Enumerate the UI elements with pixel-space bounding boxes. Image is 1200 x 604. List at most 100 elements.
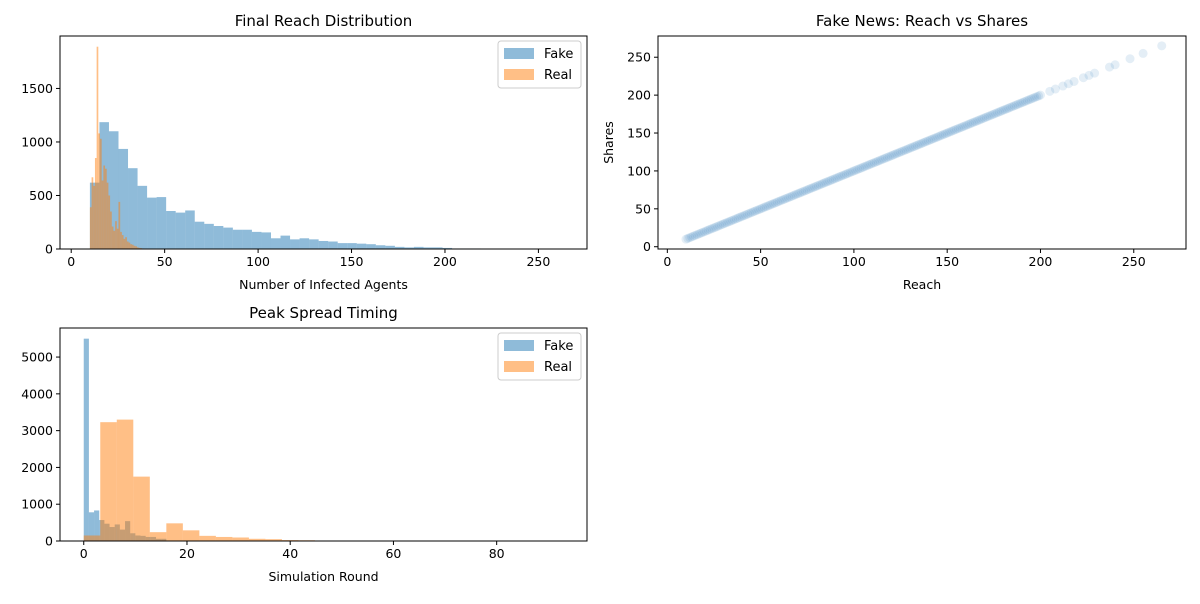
x-tick-label: 50 bbox=[157, 254, 173, 269]
real-bar bbox=[98, 133, 100, 249]
reach-x-label: Number of Infected Agents bbox=[239, 277, 408, 292]
real-bar bbox=[97, 47, 99, 249]
reach-legend-fake-swatch bbox=[504, 48, 534, 59]
real-bar bbox=[95, 158, 97, 249]
reach-fake-bars bbox=[90, 122, 481, 249]
real-bar bbox=[166, 523, 183, 541]
real-bar bbox=[232, 538, 249, 541]
peak-hist-title: Peak Spread Timing bbox=[249, 304, 398, 322]
fake-bar bbox=[300, 238, 310, 249]
y-tick-label: 4000 bbox=[21, 386, 53, 401]
real-bar bbox=[108, 195, 110, 249]
reach-legend-real-swatch bbox=[504, 69, 534, 80]
fake-bar bbox=[252, 232, 262, 249]
x-tick-label: 250 bbox=[1122, 254, 1146, 269]
y-tick-label: 3000 bbox=[21, 423, 53, 438]
y-tick-label: 0 bbox=[45, 534, 53, 549]
scatter-x-label: Reach bbox=[903, 277, 941, 292]
real-bar bbox=[115, 221, 117, 249]
scatter-point bbox=[1139, 49, 1148, 58]
fake-bar bbox=[233, 230, 243, 249]
x-tick-label: 100 bbox=[246, 254, 270, 269]
reach-x-ticks: 0 50 100 150 200 250 bbox=[67, 249, 550, 269]
peak-real-bars bbox=[84, 420, 563, 541]
fake-bar bbox=[328, 242, 338, 249]
real-bar bbox=[105, 169, 107, 249]
real-bar bbox=[122, 235, 124, 249]
fake-bar bbox=[138, 186, 148, 249]
real-bar bbox=[117, 420, 134, 541]
reach-hist-title: Final Reach Distribution bbox=[235, 12, 413, 30]
x-tick-label: 0 bbox=[67, 254, 75, 269]
scatter-point bbox=[1111, 60, 1120, 69]
scatter-point bbox=[1126, 54, 1135, 63]
real-bar bbox=[130, 244, 132, 249]
fake-bar bbox=[128, 168, 138, 249]
real-bar bbox=[93, 186, 95, 249]
fake-bar bbox=[223, 228, 233, 249]
scatter-y-label: Shares bbox=[601, 121, 616, 164]
y-tick-label: 0 bbox=[643, 239, 651, 254]
x-tick-label: 100 bbox=[842, 254, 866, 269]
y-tick-label: 150 bbox=[627, 126, 651, 141]
x-tick-label: 0 bbox=[80, 546, 88, 561]
y-tick-label: 2000 bbox=[21, 460, 53, 475]
fake-bar bbox=[261, 232, 271, 249]
real-bar bbox=[100, 422, 117, 541]
y-tick-label: 100 bbox=[627, 163, 651, 178]
fake-bar bbox=[242, 230, 252, 249]
real-bar bbox=[113, 231, 115, 249]
x-tick-label: 40 bbox=[282, 546, 298, 561]
fake-bar bbox=[176, 213, 186, 249]
fake-bar bbox=[281, 236, 291, 249]
x-tick-label: 0 bbox=[663, 254, 671, 269]
x-tick-label: 250 bbox=[526, 254, 550, 269]
fake-bar bbox=[84, 339, 89, 541]
x-tick-label: 200 bbox=[433, 254, 457, 269]
scatter-point bbox=[1070, 77, 1079, 86]
y-tick-label: 1000 bbox=[21, 134, 53, 149]
y-tick-label: 200 bbox=[627, 88, 651, 103]
fake-bar bbox=[271, 238, 281, 249]
scatter-title: Fake News: Reach vs Shares bbox=[816, 12, 1028, 30]
real-bar bbox=[125, 237, 127, 249]
reach-legend-real-label: Real bbox=[544, 68, 572, 83]
x-tick-label: 50 bbox=[753, 254, 769, 269]
fake-bar bbox=[309, 239, 319, 249]
scatter-points bbox=[681, 41, 1166, 243]
peak-x-label: Simulation Round bbox=[268, 569, 378, 584]
scatter-point bbox=[1036, 91, 1045, 100]
real-bar bbox=[90, 207, 92, 249]
real-bar bbox=[127, 242, 129, 249]
y-tick-label: 0 bbox=[45, 242, 53, 257]
fake-bar bbox=[290, 239, 300, 249]
x-tick-label: 150 bbox=[340, 254, 364, 269]
real-bar bbox=[150, 532, 167, 541]
fake-bar bbox=[166, 211, 176, 249]
y-tick-label: 50 bbox=[635, 201, 651, 216]
real-bar bbox=[100, 139, 102, 249]
real-bar bbox=[102, 180, 104, 249]
peak-legend-real-label: Real bbox=[544, 360, 572, 375]
peak-legend-fake-label: Fake bbox=[544, 339, 573, 354]
real-bar bbox=[112, 227, 114, 249]
real-bar bbox=[124, 239, 126, 249]
y-tick-label: 1000 bbox=[21, 497, 53, 512]
real-bar bbox=[129, 243, 131, 249]
fake-bar bbox=[195, 222, 205, 249]
real-bar bbox=[84, 535, 101, 541]
fake-bar bbox=[204, 224, 214, 249]
scatter-point bbox=[1090, 69, 1099, 78]
real-bar bbox=[110, 212, 112, 249]
fake-bar bbox=[376, 245, 386, 249]
real-bar bbox=[92, 177, 94, 249]
real-bar bbox=[216, 537, 233, 541]
x-tick-label: 80 bbox=[489, 546, 505, 561]
fake-bar bbox=[214, 226, 224, 249]
real-bar bbox=[199, 536, 216, 541]
